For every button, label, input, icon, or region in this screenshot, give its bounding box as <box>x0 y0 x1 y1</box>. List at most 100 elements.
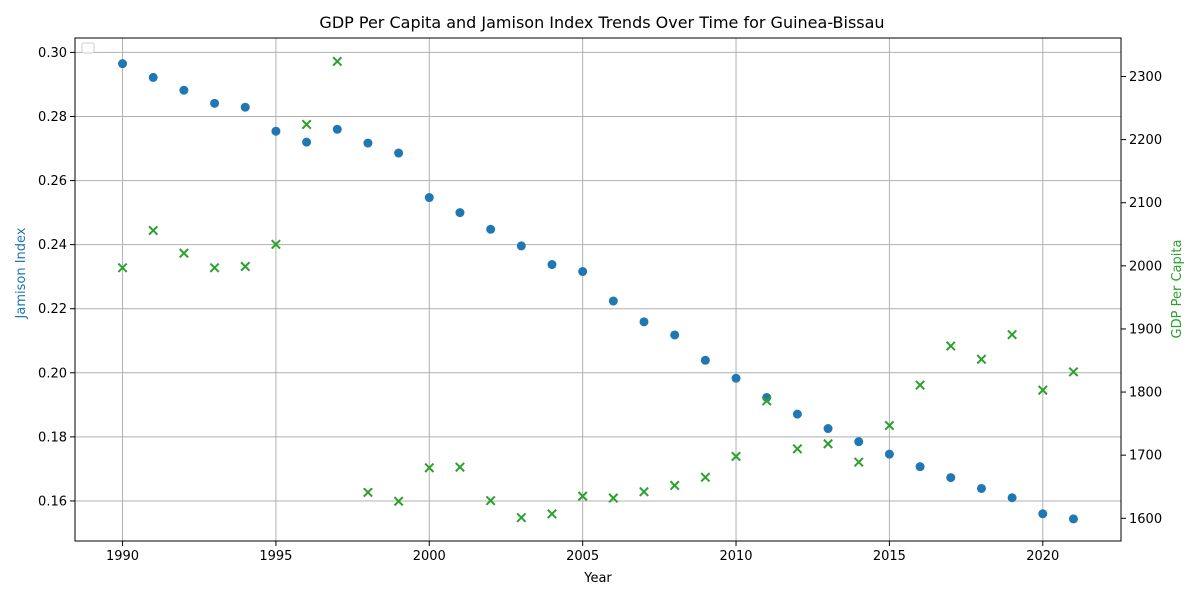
gdp-point-stroke <box>424 462 435 473</box>
gdp-point <box>547 508 557 519</box>
jamison-point <box>976 483 986 493</box>
jamison-point <box>271 126 281 136</box>
y-left-tick-label: 0.18 <box>38 430 67 445</box>
legend-box <box>81 42 95 54</box>
x-tick-label: 1990 <box>106 549 139 564</box>
y-axis-title-left: Jamison Index <box>14 227 29 319</box>
y-right-tick-label: 2200 <box>1129 133 1162 148</box>
chart-title: GDP Per Capita and Jamison Index Trends … <box>319 13 884 32</box>
y-left-tick-label: 0.22 <box>38 302 67 317</box>
jamison-point <box>578 267 588 277</box>
y-right-tick-label: 1900 <box>1129 322 1162 337</box>
gdp-point <box>1007 329 1018 340</box>
jamison-point <box>210 98 220 108</box>
y-left-tick-label: 0.24 <box>38 238 67 253</box>
jamison-point <box>884 449 894 459</box>
jamison-point <box>854 437 864 447</box>
y-left-tick-label: 0.28 <box>38 110 67 125</box>
jamison-point <box>547 260 557 270</box>
x-tick-label: 2020 <box>1026 549 1059 564</box>
gdp-point-stroke <box>669 480 680 491</box>
gdp-point-stroke <box>1007 329 1018 340</box>
gdp-point-stroke <box>393 496 404 507</box>
y-right-tick-label: 2300 <box>1129 70 1162 85</box>
jamison-point <box>700 355 710 365</box>
jamison-point <box>639 317 649 327</box>
x-axis-title: Year <box>583 571 612 586</box>
gdp-point-stroke <box>485 495 496 506</box>
gdp-point <box>209 262 220 273</box>
gdp-point-stroke <box>823 438 833 449</box>
gdp-point <box>945 341 956 351</box>
gdp-point <box>853 457 864 468</box>
gdp-point-stroke <box>700 472 711 483</box>
gdp-point <box>915 380 925 391</box>
gdp-point <box>393 496 404 507</box>
gdp-point-stroke <box>240 261 251 272</box>
gdp-point <box>608 493 619 503</box>
gdp-point-stroke <box>639 486 649 497</box>
gdp-point <box>761 395 772 406</box>
gdp-point-stroke <box>547 508 557 519</box>
gdp-point-stroke <box>608 493 619 503</box>
gdp-point-stroke <box>1068 366 1079 377</box>
gdp-point-stroke <box>945 341 956 351</box>
jamison-point <box>394 148 404 158</box>
gdp-point <box>731 451 741 462</box>
jamison-point <box>240 102 250 112</box>
jamison-point <box>731 373 741 383</box>
jamison-point <box>302 137 312 147</box>
gdp-point <box>240 261 251 272</box>
y-left-tick-label: 0.20 <box>38 366 67 381</box>
x-tick-label: 1995 <box>259 549 292 564</box>
gdp-point-stroke <box>761 395 772 406</box>
jamison-point <box>1038 509 1048 519</box>
jamison-point <box>332 124 342 134</box>
gdp-point-stroke <box>117 262 128 273</box>
jamison-point <box>792 409 802 419</box>
gdp-point <box>792 443 803 454</box>
gdp-point <box>148 225 159 236</box>
gdp-point <box>363 487 373 498</box>
jamison-point <box>455 208 465 218</box>
y-right-tick-label: 1700 <box>1129 449 1162 464</box>
gdp-point <box>332 56 343 67</box>
jamison-point <box>148 72 158 82</box>
jamison-point <box>1007 493 1017 503</box>
grid-layer <box>75 38 1121 541</box>
jamison-point <box>516 241 526 251</box>
jamison-point <box>915 462 925 472</box>
x-tick-label: 2010 <box>719 549 752 564</box>
jamison-point <box>608 296 618 306</box>
gdp-point <box>669 480 680 491</box>
jamison-point <box>424 193 434 203</box>
y-right-tick-label: 1600 <box>1129 512 1162 527</box>
y-left-tick-label: 0.26 <box>38 174 67 189</box>
gdp-point-stroke <box>792 443 803 454</box>
gdp-point-stroke <box>976 354 987 365</box>
gdp-point <box>577 491 588 502</box>
gdp-point-stroke <box>363 487 373 498</box>
gdp-point <box>117 262 128 273</box>
axes-layer: 1990 1995 2000 2005 2010 2015 2020 0.16 0.18 0.20… <box>38 37 1162 564</box>
gdp-point-stroke <box>455 462 465 473</box>
gdp-point <box>455 462 465 473</box>
gdp-point-stroke <box>1037 385 1048 396</box>
gdp-point-stroke <box>209 262 220 273</box>
gdp-point-stroke <box>178 248 189 259</box>
y-right-tick-label: 2100 <box>1129 196 1162 211</box>
gdp-point <box>823 438 833 449</box>
jamison-point <box>486 224 496 234</box>
gdp-point-stroke <box>271 239 281 250</box>
y-right-tick-label: 2000 <box>1129 259 1162 274</box>
gdp-point <box>639 486 649 497</box>
gdp-point <box>976 354 987 365</box>
gdp-point-stroke <box>915 380 925 391</box>
jamison-point <box>118 59 128 69</box>
plot-frame <box>74 37 1122 542</box>
y-left-tick-label: 0.30 <box>38 46 67 61</box>
gdp-point <box>1037 385 1048 396</box>
gdp-point <box>424 462 435 473</box>
gdp-point <box>516 512 527 523</box>
